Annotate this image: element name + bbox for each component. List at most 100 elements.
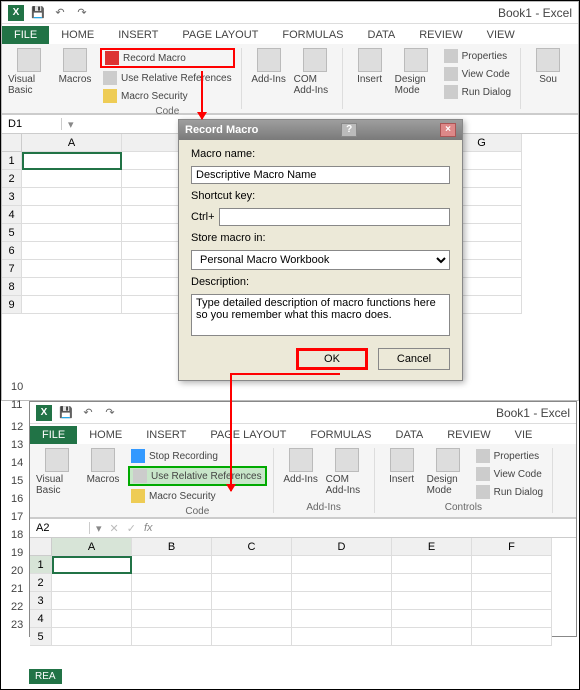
- macro-security-button[interactable]: Macro Security: [100, 88, 235, 104]
- macro-security-button[interactable]: Macro Security: [128, 488, 267, 504]
- enter-fx-icon[interactable]: ✓: [127, 522, 136, 535]
- cell[interactable]: [292, 574, 392, 592]
- run-dialog-button[interactable]: Run Dialog: [473, 484, 546, 500]
- ok-button[interactable]: OK: [296, 348, 368, 370]
- row-header[interactable]: 5: [2, 224, 22, 242]
- tab-view[interactable]: VIE: [503, 426, 545, 444]
- cell[interactable]: [52, 610, 132, 628]
- cell[interactable]: [292, 610, 392, 628]
- cell[interactable]: [52, 628, 132, 646]
- save-icon[interactable]: 💾: [30, 5, 46, 21]
- com-addins-button[interactable]: COM Add-Ins: [326, 448, 368, 496]
- col-header-a[interactable]: A: [52, 538, 132, 556]
- macros-button[interactable]: Macros: [82, 448, 124, 513]
- cell[interactable]: [472, 556, 552, 574]
- addins-button[interactable]: Add-Ins: [280, 448, 322, 496]
- dropdown-icon[interactable]: ▾: [68, 118, 74, 131]
- cell[interactable]: [52, 574, 132, 592]
- row-header[interactable]: 3: [2, 188, 22, 206]
- store-in-select[interactable]: Personal Macro Workbook: [191, 250, 450, 270]
- col-header-a[interactable]: A: [22, 134, 122, 152]
- cell[interactable]: [22, 242, 122, 260]
- cell[interactable]: [52, 556, 132, 574]
- tab-home[interactable]: HOME: [77, 426, 134, 444]
- design-mode-button[interactable]: Design Mode: [395, 48, 437, 109]
- cell[interactable]: [212, 574, 292, 592]
- cell[interactable]: [22, 224, 122, 242]
- col-header-f[interactable]: F: [472, 538, 552, 556]
- cell[interactable]: [292, 556, 392, 574]
- fx-icon[interactable]: fx: [144, 522, 153, 535]
- insert-control-button[interactable]: Insert: [349, 48, 391, 109]
- tab-page-layout[interactable]: PAGE LAYOUT: [170, 26, 270, 44]
- row-header[interactable]: 7: [2, 260, 22, 278]
- cell[interactable]: [22, 170, 122, 188]
- cell[interactable]: [132, 628, 212, 646]
- design-mode-button[interactable]: Design Mode: [427, 448, 469, 500]
- view-code-button[interactable]: View Code: [441, 66, 514, 82]
- name-box-2[interactable]: A2: [30, 522, 90, 534]
- com-addins-button[interactable]: COM Add-Ins: [294, 48, 336, 109]
- worksheet-grid-2[interactable]: A B C D E F 12345: [30, 538, 576, 646]
- cell[interactable]: [22, 188, 122, 206]
- visual-basic-button[interactable]: Visual Basic: [8, 48, 50, 109]
- properties-button[interactable]: Properties: [473, 448, 546, 464]
- tab-review[interactable]: REVIEW: [407, 26, 474, 44]
- dialog-help-icon[interactable]: ?: [341, 123, 357, 137]
- cell[interactable]: [472, 610, 552, 628]
- col-header-b[interactable]: B: [132, 538, 212, 556]
- tab-data[interactable]: DATA: [384, 426, 436, 444]
- name-box[interactable]: D1: [2, 118, 62, 130]
- tab-insert[interactable]: INSERT: [106, 26, 170, 44]
- cell[interactable]: [472, 592, 552, 610]
- use-relative-references-button[interactable]: Use Relative References: [128, 466, 267, 486]
- undo-icon[interactable]: ↶: [80, 405, 96, 421]
- undo-icon[interactable]: ↶: [52, 5, 68, 21]
- col-header-c[interactable]: C: [212, 538, 292, 556]
- insert-control-button[interactable]: Insert: [381, 448, 423, 500]
- cell[interactable]: [392, 592, 472, 610]
- cell[interactable]: [212, 610, 292, 628]
- tab-review[interactable]: REVIEW: [435, 426, 502, 444]
- cell[interactable]: [472, 628, 552, 646]
- record-macro-button[interactable]: Record Macro: [100, 48, 235, 68]
- row-header[interactable]: 2: [2, 170, 22, 188]
- run-dialog-button[interactable]: Run Dialog: [441, 84, 514, 100]
- use-relative-references-button[interactable]: Use Relative References: [100, 70, 235, 86]
- cell[interactable]: [392, 610, 472, 628]
- macros-button[interactable]: Macros: [54, 48, 96, 109]
- tab-home[interactable]: HOME: [49, 26, 106, 44]
- cell[interactable]: [132, 610, 212, 628]
- tab-file[interactable]: FILE: [2, 26, 49, 44]
- addins-button[interactable]: Add-Ins: [248, 48, 290, 109]
- tab-formulas[interactable]: FORMULAS: [270, 26, 355, 44]
- select-all-corner[interactable]: [2, 134, 22, 152]
- cancel-button[interactable]: Cancel: [378, 348, 450, 370]
- cell[interactable]: [22, 296, 122, 314]
- tab-insert[interactable]: INSERT: [134, 426, 198, 444]
- cell[interactable]: [392, 556, 472, 574]
- redo-icon[interactable]: ↷: [102, 405, 118, 421]
- col-header-e[interactable]: E: [392, 538, 472, 556]
- col-header-d[interactable]: D: [292, 538, 392, 556]
- cell[interactable]: [132, 574, 212, 592]
- dropdown-icon[interactable]: ▾: [96, 522, 102, 535]
- cell[interactable]: [292, 592, 392, 610]
- cell[interactable]: [392, 628, 472, 646]
- tab-formulas[interactable]: FORMULAS: [298, 426, 383, 444]
- cell[interactable]: [22, 278, 122, 296]
- row-header[interactable]: 8: [2, 278, 22, 296]
- row-header[interactable]: 1: [2, 152, 22, 170]
- cell[interactable]: [392, 574, 472, 592]
- cell[interactable]: [52, 592, 132, 610]
- cell[interactable]: [22, 152, 122, 170]
- cell[interactable]: [22, 206, 122, 224]
- cell[interactable]: [292, 628, 392, 646]
- tab-data[interactable]: DATA: [356, 26, 408, 44]
- properties-button[interactable]: Properties: [441, 48, 514, 64]
- cell[interactable]: [472, 574, 552, 592]
- cell[interactable]: [22, 260, 122, 278]
- cell[interactable]: [212, 592, 292, 610]
- cancel-fx-icon[interactable]: ✕: [110, 522, 119, 535]
- description-textarea[interactable]: Type detailed description of macro funct…: [191, 294, 450, 336]
